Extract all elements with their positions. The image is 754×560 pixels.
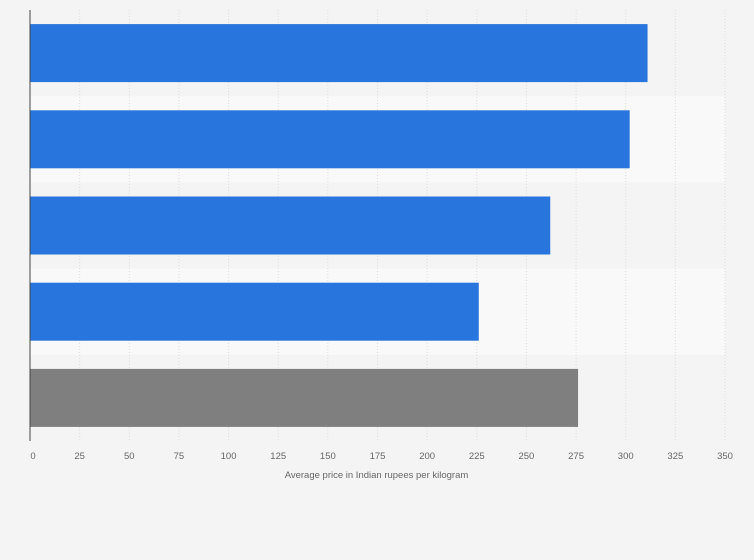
x-tick-label: 275 [568,451,584,462]
x-tick-label: 0 [30,451,35,462]
x-tick-label: 350 [717,451,733,462]
x-tick-label: 125 [270,451,286,462]
x-tick-label: 225 [469,451,485,462]
x-tick-label: 200 [419,451,435,462]
x-tick-label: 325 [667,451,683,462]
x-tick-label: 50 [124,451,135,462]
bar[interactable] [30,24,648,83]
x-tick-label: 25 [74,451,85,462]
x-tick-label: 300 [618,451,634,462]
bar[interactable] [30,110,630,169]
x-tick-label: 100 [221,451,237,462]
bar[interactable] [30,368,579,427]
x-tick-label: 150 [320,451,336,462]
x-tick-labels: 0 25 50 75 100 125 150 175 200 225 250 275 300 325 350 [30,451,733,462]
bar[interactable] [30,282,479,341]
bar[interactable] [30,196,551,255]
bars [30,24,648,427]
x-tick-label: 175 [370,451,386,462]
x-tick-label: 75 [174,451,185,462]
x-tick-label: 250 [518,451,534,462]
x-axis-title: Average price in Indian rupees per kilog… [285,470,469,481]
